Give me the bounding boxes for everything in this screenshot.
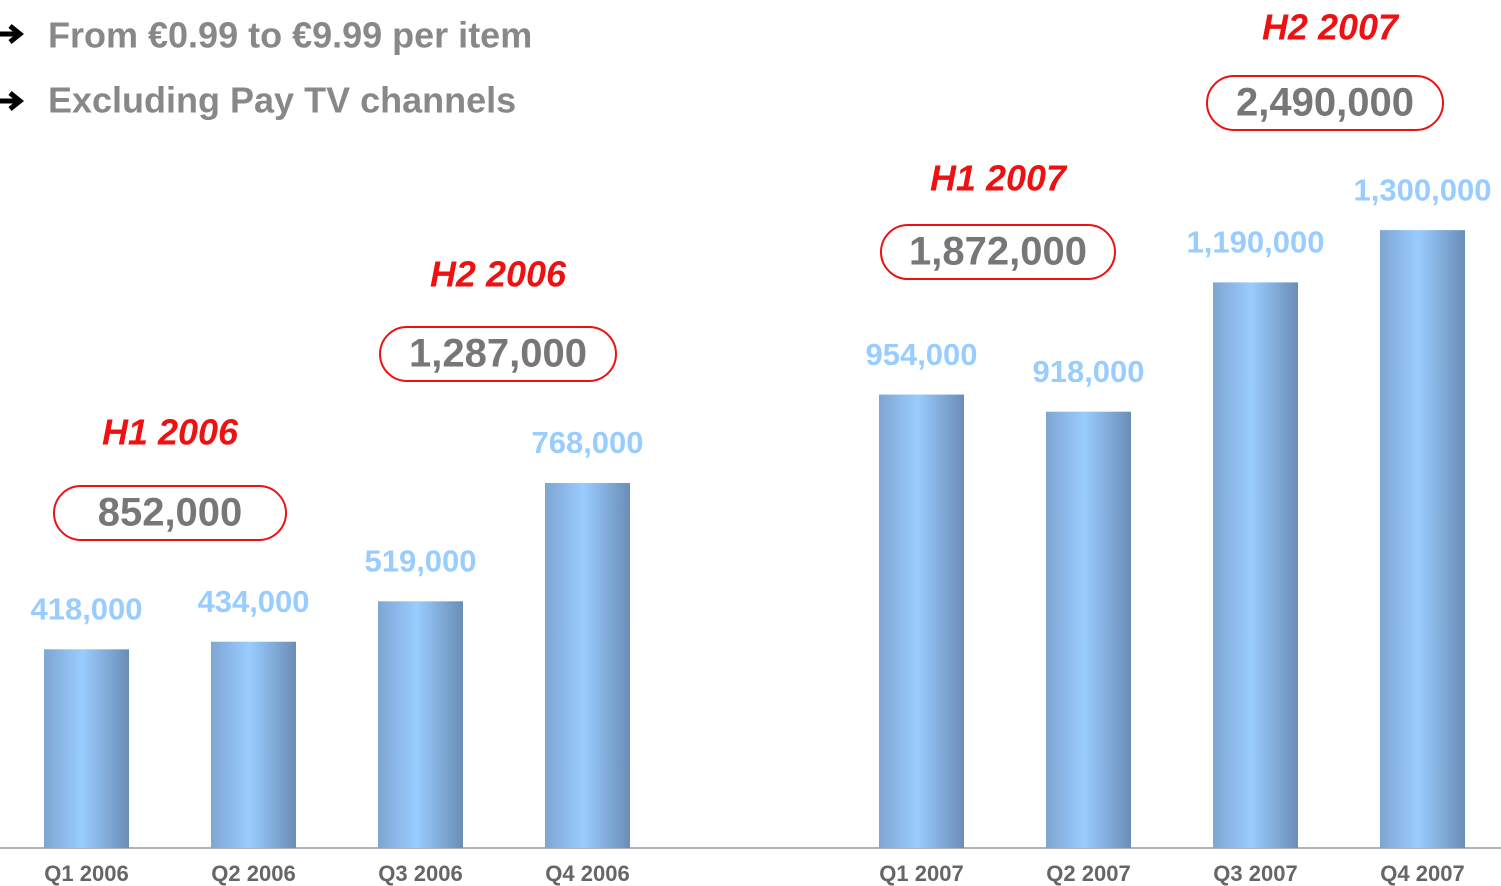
data-label: 519,000 <box>364 544 476 579</box>
bar <box>211 641 296 848</box>
bar <box>1213 282 1298 848</box>
data-label: 768,000 <box>531 425 643 460</box>
bar <box>545 482 630 848</box>
bar <box>378 601 463 848</box>
period-total: 1,287,000 <box>409 332 587 376</box>
x-tick-label: Q4 2006 <box>545 861 629 886</box>
x-tick-label: Q4 2007 <box>1380 861 1464 886</box>
period-total: 2,490,000 <box>1236 81 1414 125</box>
period-total: 852,000 <box>98 491 243 535</box>
x-tick-label: Q2 2006 <box>211 861 295 886</box>
period-label: H2 2006 <box>430 254 567 295</box>
bar <box>879 394 964 848</box>
x-tick-label: Q3 2006 <box>378 861 462 886</box>
total-outline <box>880 224 1116 280</box>
period-label: H2 2007 <box>1262 7 1400 48</box>
bar <box>44 649 129 848</box>
bullet-arrow <box>0 91 25 111</box>
bullet-arrow <box>0 24 25 44</box>
bar <box>1380 230 1465 848</box>
period-label: H1 2007 <box>930 158 1068 199</box>
data-label: 434,000 <box>197 584 309 619</box>
total-outline <box>379 326 617 382</box>
x-tick-label: Q3 2007 <box>1213 861 1297 886</box>
data-label: 1,300,000 <box>1354 172 1492 207</box>
period-label: H1 2006 <box>102 412 239 453</box>
data-label: 418,000 <box>30 592 142 627</box>
x-tick-label: Q1 2006 <box>44 861 128 886</box>
data-label: 918,000 <box>1032 354 1144 389</box>
data-label: 1,190,000 <box>1187 225 1325 260</box>
bullet-text: From €0.99 to €9.99 per item <box>48 15 532 56</box>
total-outline <box>1206 75 1444 131</box>
x-tick-label: Q1 2007 <box>879 861 963 886</box>
x-tick-label: Q2 2007 <box>1046 861 1130 886</box>
data-label: 954,000 <box>865 337 977 372</box>
bullet-text: Excluding Pay TV channels <box>48 80 516 121</box>
period-total: 1,872,000 <box>909 230 1087 274</box>
bar <box>1046 411 1131 848</box>
total-outline <box>53 485 287 541</box>
